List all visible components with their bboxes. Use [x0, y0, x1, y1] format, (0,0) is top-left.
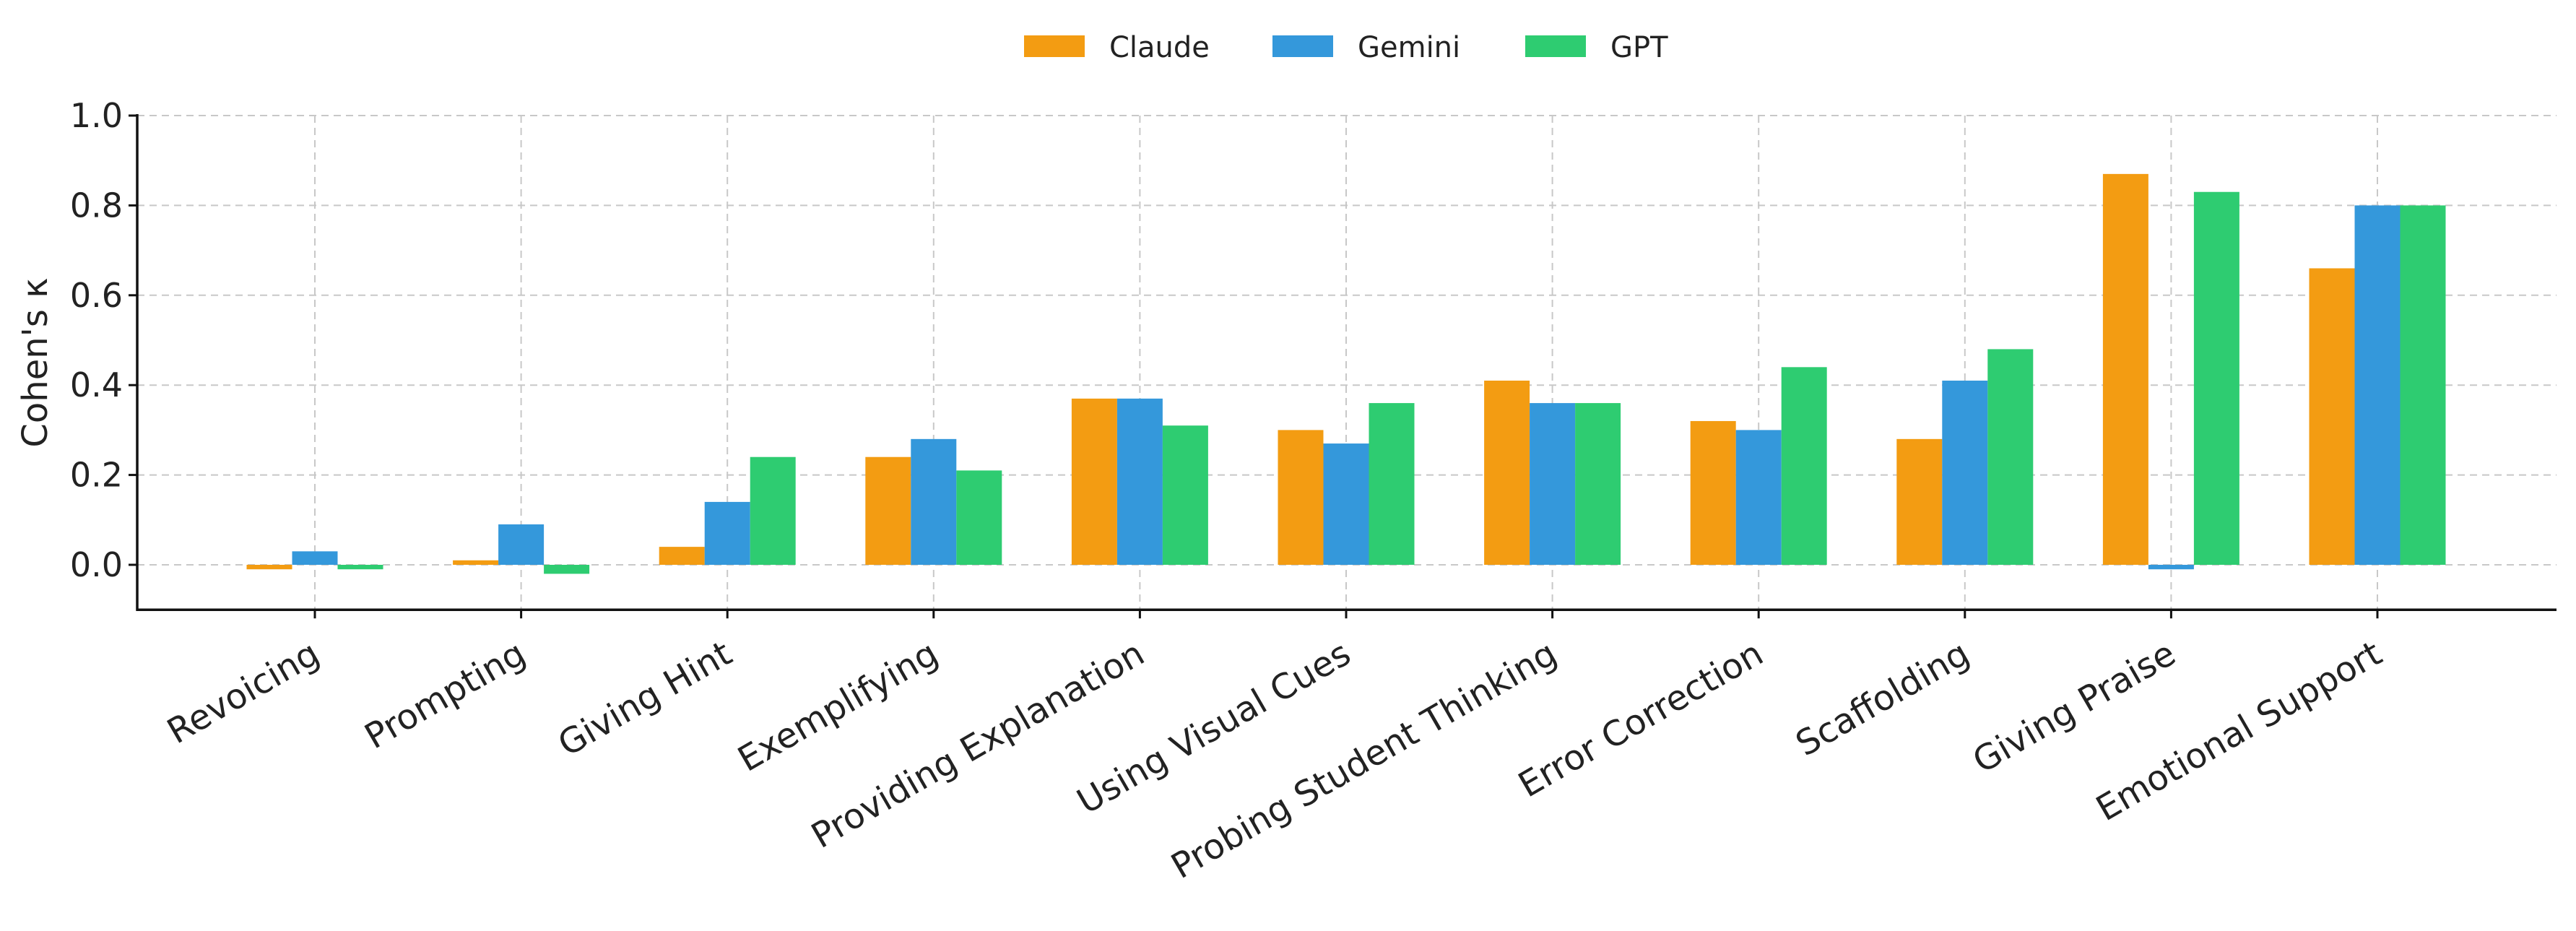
- legend: Claude Gemini GPT: [1024, 31, 1668, 64]
- bars: [246, 173, 2446, 574]
- bar-claude: [659, 547, 705, 565]
- bar-claude: [1484, 380, 1530, 565]
- bar-gpt: [1369, 403, 1415, 565]
- bar-gpt: [1575, 403, 1621, 565]
- x-tick-label: Giving Hint: [551, 633, 738, 765]
- bar-gpt: [956, 470, 1002, 565]
- bar-gpt: [1781, 367, 1827, 565]
- y-tick-label: 0.0: [70, 545, 123, 584]
- y-tick-label: 0.2: [70, 456, 123, 495]
- legend-label-claude: Claude: [1109, 31, 1210, 64]
- bar-gpt: [1987, 349, 2034, 565]
- bar-claude: [453, 560, 499, 565]
- legend-swatch-gpt: [1525, 35, 1586, 57]
- y-tick-label: 0.4: [70, 365, 123, 404]
- legend-label-gemini: Gemini: [1358, 31, 1460, 64]
- bar-gpt: [544, 565, 590, 574]
- legend-swatch-claude: [1024, 35, 1085, 57]
- y-tick-label: 0.8: [70, 186, 123, 225]
- bar-claude: [1896, 438, 1943, 565]
- axes: [129, 114, 2557, 619]
- bar-gemini: [2148, 565, 2194, 570]
- bar-gemini: [292, 551, 338, 565]
- bar-gemini: [1735, 430, 1782, 565]
- x-tick-label: Scaffolding: [1789, 633, 1976, 765]
- bar-gemini: [911, 438, 957, 565]
- bar-gpt: [2400, 205, 2446, 565]
- x-tick-label: Providing Explanation: [805, 633, 1151, 857]
- bar-claude: [865, 456, 911, 565]
- bar-gemini: [1323, 443, 1369, 565]
- x-tick-label: Revoicing: [160, 633, 326, 753]
- bar-gpt: [750, 456, 796, 565]
- tick-labels: 0.0 0.2 0.4 0.6 0.8 1.0 Revoicing Prompting Givi…: [70, 96, 2389, 887]
- bar-claude: [1690, 420, 1736, 565]
- bar-claude: [1278, 430, 1324, 565]
- bar-claude: [246, 565, 292, 570]
- bar-claude: [1071, 398, 1117, 565]
- bar-gemini: [1530, 403, 1576, 565]
- bar-gpt: [2193, 191, 2239, 565]
- bar-gemini: [704, 501, 750, 565]
- x-tick-label: Exemplifying: [731, 633, 945, 780]
- bar-claude: [2309, 268, 2355, 565]
- x-tick-label: Prompting: [358, 633, 532, 758]
- bar-gemini: [498, 524, 545, 565]
- y-axis-label: Cohen's κ: [15, 278, 56, 448]
- legend-swatch-gemini: [1272, 35, 1333, 57]
- y-tick-label: 0.6: [70, 276, 123, 315]
- bar-gpt: [1162, 425, 1208, 565]
- y-tick-label: 1.0: [70, 96, 123, 135]
- bar-gemini: [2354, 205, 2401, 565]
- bar-gemini: [1116, 398, 1163, 565]
- bar-claude: [2102, 173, 2148, 566]
- legend-label-gpt: GPT: [1610, 31, 1668, 64]
- bar-gemini: [1942, 380, 1988, 565]
- x-tick-label: Probing Student Thinking: [1165, 633, 1564, 887]
- bar-gpt: [337, 565, 383, 570]
